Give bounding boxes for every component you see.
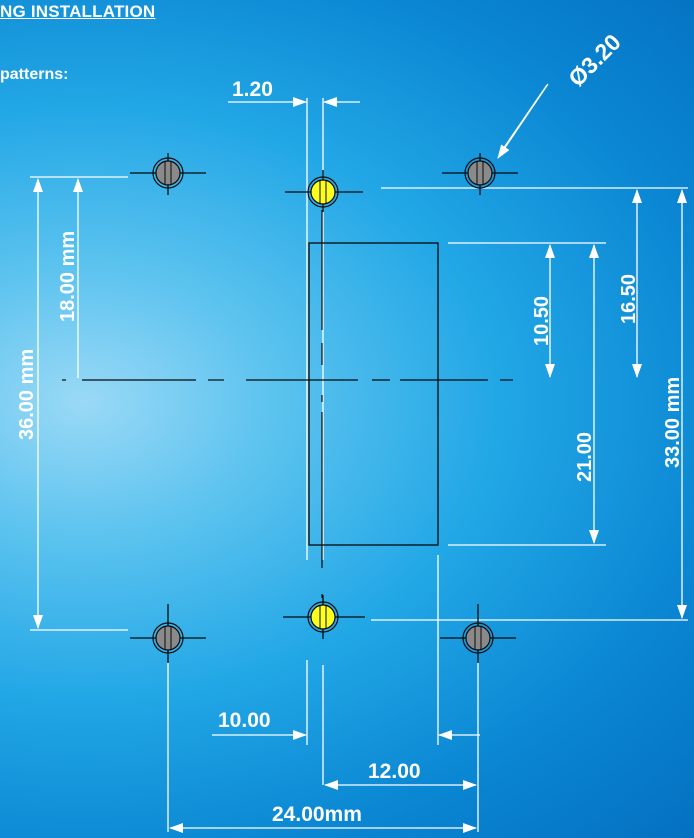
half-height-label: 18.00 mm	[57, 231, 79, 322]
top-row-offset-label: 16.50	[618, 274, 640, 324]
mounting-hole-bottom-right	[440, 604, 516, 663]
mounting-hole-top-left	[130, 153, 206, 195]
row-spacing-label: 33.00 mm	[662, 377, 684, 468]
centerlines	[62, 210, 513, 598]
pin-to-right-hole-label: 12.00	[368, 760, 421, 783]
body-length-label: 21.00	[574, 432, 596, 482]
pin-to-left-hole-label: 10.00	[218, 709, 271, 732]
hole-diameter-label: Ø3.20	[563, 29, 626, 92]
top-to-body-label: 10.50	[531, 296, 553, 346]
dimension-arrows	[33, 83, 687, 833]
outer-hole-spacing-label: 24.00mm	[272, 803, 362, 826]
mounting-hole-bottom-left	[130, 604, 206, 663]
component-body-outline	[308, 242, 439, 546]
pin-pad-top	[285, 170, 363, 212]
mounting-hole-top-right	[442, 153, 518, 195]
pin-width-label: 1.20	[232, 78, 273, 101]
full-height-label: 36.00 mm	[16, 349, 38, 440]
pin-pad-bottom	[283, 595, 365, 639]
patterns-subheading: patterns:	[0, 66, 69, 83]
page-heading: NG INSTALLATION	[0, 2, 156, 21]
dimension-labels: 1.20 Ø3.20 18.00 mm 36.00 mm 10.50 16.50…	[16, 29, 684, 826]
